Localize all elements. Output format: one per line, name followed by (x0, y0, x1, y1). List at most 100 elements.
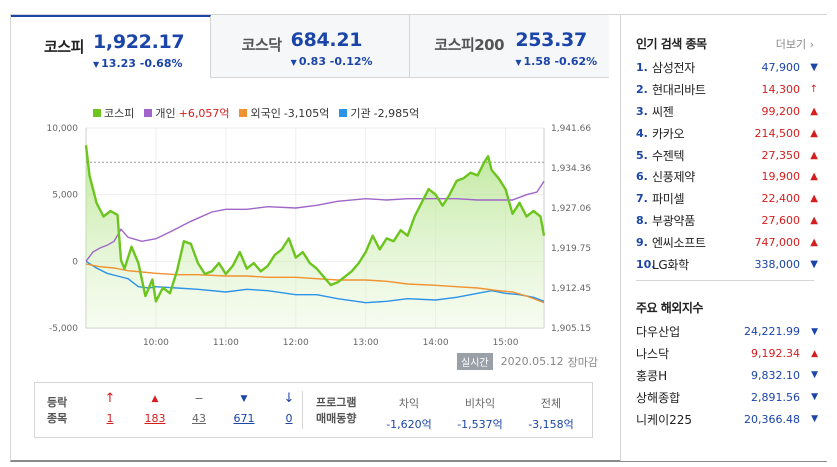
chart-svg: 10:00 11:00 12:00 13:00 14:00 15:00 10,000 5,00… (47, 124, 592, 348)
rank: 4. (636, 126, 648, 140)
overseas-index-row[interactable]: 홍콩H 9,832.10 ▼ (636, 365, 818, 387)
up-arrow-icon: ▲ (810, 214, 818, 226)
count-flat: ‒ 43 (179, 391, 219, 425)
tab-name: 코스닥 (241, 36, 282, 54)
legend-individual[interactable]: 개인 +6,057억 (144, 105, 229, 121)
stock-name[interactable]: LG화학 (652, 257, 689, 272)
legend-swatch (339, 109, 348, 117)
divider (636, 280, 814, 281)
stock-price: 19,900 (761, 170, 801, 184)
right-tick-label: 1,919.75 (551, 244, 591, 254)
index-tabs: 코스피 1,922.17 ▼ 13.23 -0.68% 코스닥 684.21 ▼ 0… (11, 15, 610, 78)
right-tick-label: 1,912.45 (551, 284, 591, 294)
down-arrow-icon: ▼ (810, 258, 818, 270)
tab-kosdaq[interactable]: 코스닥 684.21 ▼ 0.83 -0.12% (210, 15, 411, 78)
count-value[interactable]: 671 (233, 412, 255, 425)
stock-name[interactable]: 수젠텍 (652, 148, 685, 163)
tab-kospi200[interactable]: 코스피200 253.37 ▼ 1.58 -0.62% (410, 15, 610, 78)
count-value[interactable]: 183 (144, 412, 166, 425)
right-tick-label: 1,934.36 (551, 164, 591, 174)
up-arrow-icon: ↑ (809, 84, 818, 96)
program-arbitrage: 차익 -1,620억 (386, 397, 432, 431)
stock-price: 747,000 (754, 235, 801, 249)
right-tick-label: 1,941.66 (551, 124, 591, 134)
tab-kospi[interactable]: 코스피 1,922.17 ▼ 13.23 -0.68% (11, 15, 211, 78)
legend-swatch (93, 109, 101, 117)
advance-decline-label: 등락 종목 (47, 395, 67, 427)
stock-price: 99,200 (761, 104, 801, 118)
right-tick-label: 1,927.06 (551, 204, 591, 214)
chevron-right-icon: › (806, 38, 814, 51)
intraday-chart[interactable]: 10:00 11:00 12:00 13:00 14:00 15:00 10,000 5,00… (11, 120, 609, 360)
count-value[interactable]: 0 (285, 412, 293, 425)
overseas-index-row[interactable]: 상해종합 2,891.56 ▼ (636, 386, 818, 408)
tab-name: 코스피 (44, 38, 84, 56)
tab-change: ▼ 1.58 -0.62% (515, 55, 598, 68)
overseas-index-row[interactable]: 나스닥 9,192.34 ▲ (636, 343, 818, 365)
popular-stock-row[interactable]: 8. 부광약품 27,600 ▲ (636, 210, 818, 232)
count-value[interactable]: 1 (106, 412, 114, 425)
stock-name[interactable]: 씨젠 (652, 104, 674, 119)
status-row: 실시간 2020.05.12 장마감 (457, 353, 598, 370)
index-price: 9,192.34 (751, 347, 800, 361)
stock-name[interactable]: 부광약품 (652, 213, 695, 228)
kospi-line (84, 145, 546, 303)
tab-value: 1,922.17 (93, 31, 185, 53)
stock-price: 22,400 (761, 192, 801, 206)
popular-stock-row[interactable]: 9. 엔씨소프트 747,000 ▲ (636, 231, 818, 253)
index-name[interactable]: 다우산업 (636, 325, 681, 340)
count-value[interactable]: 43 (192, 412, 206, 425)
index-price: 24,221.99 (744, 325, 800, 339)
rank: 3. (636, 104, 648, 118)
popular-stock-row[interactable]: 6. 신풍제약 19,900 ▲ (636, 166, 818, 188)
popular-stock-row[interactable]: 1. 삼성전자 47,900 ▼ (636, 57, 818, 79)
popular-stock-row[interactable]: 10. LG화학 338,000 ▼ (636, 253, 818, 275)
stock-name[interactable]: 카카오 (652, 126, 685, 141)
index-price: 9,832.10 (751, 368, 800, 382)
x-tick-label: 14:00 (423, 338, 449, 348)
legend-swatch (239, 109, 248, 117)
legend-institution[interactable]: 기관 -2,985억 (339, 105, 419, 121)
count-upper-limit: ↑ 1 (90, 391, 130, 425)
overseas-index-row[interactable]: 다우산업 24,221.99 ▼ (636, 321, 818, 343)
market-state: 장마감 (567, 355, 598, 369)
divider (302, 391, 303, 429)
x-tick-label: 15:00 (493, 338, 519, 348)
index-name[interactable]: 홍콩H (636, 368, 668, 383)
legend-foreign[interactable]: 외국인 -3,105억 (239, 105, 329, 121)
rank: 10. (636, 257, 656, 271)
down-arrow-icon: ▼ (93, 60, 100, 69)
tab-change: ▼ 13.23 -0.68% (93, 57, 183, 70)
more-link[interactable]: 더보기 › (775, 38, 814, 51)
popular-stocks-list: 1. 삼성전자 47,900 ▼ 2. 현대리바트 14,300 ↑ 3. 씨젠 99,200 ▲ 4.… (636, 57, 818, 275)
overseas-indices-list: 다우산업 24,221.99 ▼ 나스닥 9,192.34 ▲ 홍콩H 9,832.10 ▼ 상해… (636, 321, 818, 430)
index-price: 20,366.48 (744, 412, 800, 426)
realtime-badge: 실시간 (457, 353, 493, 370)
popular-stock-row[interactable]: 7. 파미셀 22,400 ▲ (636, 188, 818, 210)
x-tick-label: 12:00 (283, 338, 309, 348)
popular-stock-row[interactable]: 3. 씨젠 99,200 ▲ (636, 101, 818, 123)
program-trading-label: 프로그램 매매동향 (316, 395, 356, 427)
stock-name[interactable]: 엔씨소프트 (652, 235, 706, 250)
stock-name[interactable]: 삼성전자 (652, 61, 695, 76)
popular-stock-row[interactable]: 2. 현대리바트 14,300 ↑ (636, 79, 818, 101)
count-rise: ▲ 183 (135, 391, 175, 425)
up-arrow-icon: ▲ (811, 348, 818, 359)
rank: 5. (636, 148, 648, 162)
legend-kospi[interactable]: 코스피 (93, 105, 134, 121)
right-panel: 인기 검색 종목 더보기 › 1. 삼성전자 47,900 ▼ 2. 현대리바트 14,30… (620, 15, 828, 461)
stock-name[interactable]: 파미셀 (652, 192, 685, 207)
popular-stock-row[interactable]: 4. 카카오 214,500 ▲ (636, 122, 818, 144)
tab-change: ▼ 0.83 -0.12% (290, 55, 373, 68)
index-name[interactable]: 나스닥 (636, 347, 670, 362)
stock-name[interactable]: 신풍제약 (652, 170, 695, 185)
index-name[interactable]: 상해종합 (636, 390, 681, 405)
stock-name[interactable]: 현대리바트 (652, 83, 706, 98)
up-arrow-icon: ▲ (810, 149, 818, 161)
label-line: 종목 (47, 412, 68, 425)
popular-stock-row[interactable]: 5. 수젠텍 27,350 ▲ (636, 144, 818, 166)
stock-price: 27,350 (761, 148, 801, 162)
index-name[interactable]: 니케이225 (636, 412, 693, 427)
left-tick-label: -5,000 (49, 324, 78, 334)
overseas-index-row[interactable]: 니케이225 20,366.48 ▼ (636, 408, 818, 430)
